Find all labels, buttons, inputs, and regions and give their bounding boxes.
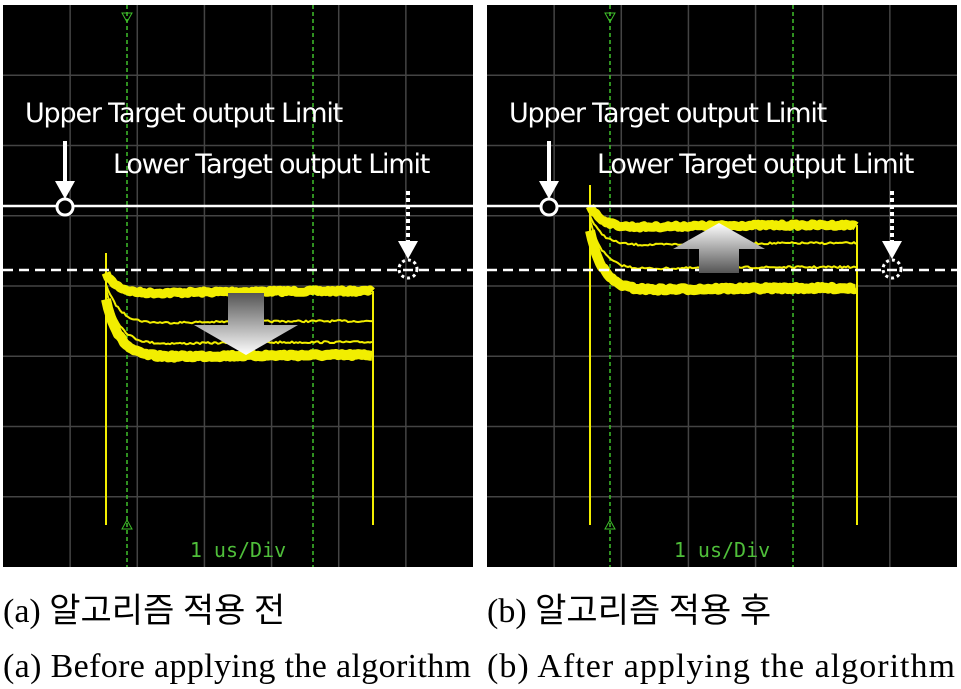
scope-panel: Upper Target output Limit Lower Target ou… bbox=[487, 5, 957, 567]
pointer-arrow-head bbox=[55, 181, 75, 199]
waveform-trace bbox=[101, 298, 375, 363]
cursor-marker bbox=[121, 518, 133, 530]
lower-limit-label: Lower Target output Limit bbox=[597, 149, 914, 180]
caption-korean: (a) 알고리즘 적용 전 bbox=[3, 593, 285, 630]
shift-arrow bbox=[194, 293, 298, 355]
upper-limit-label: Upper Target output Limit bbox=[509, 98, 827, 129]
lower-limit-label: Lower Target output Limit bbox=[113, 149, 430, 180]
cursor-marker bbox=[604, 518, 616, 530]
pointer-arrow-head bbox=[398, 241, 418, 259]
upper-limit-label: Upper Target output Limit bbox=[25, 98, 343, 129]
waveform-trace bbox=[585, 229, 859, 296]
time-scale-label: 1 us/Div bbox=[190, 538, 286, 562]
pointer-circle bbox=[55, 197, 75, 217]
pointer-arrow-head bbox=[882, 241, 902, 259]
shift-arrow bbox=[673, 223, 765, 273]
cursor-marker bbox=[604, 12, 616, 24]
waveform-trace bbox=[101, 271, 375, 299]
caption-english: (a) Before applying the algorithm bbox=[3, 648, 471, 685]
scope-panel: Upper Target output Limit Lower Target ou… bbox=[3, 5, 473, 567]
pointer-arrow-head bbox=[539, 181, 559, 199]
caption-korean: (b) 알고리즘 적용 후 bbox=[487, 593, 771, 630]
time-scale-label: 1 us/Div bbox=[674, 538, 770, 562]
cursor-marker bbox=[121, 12, 133, 24]
pointer-circle bbox=[397, 258, 419, 280]
waveform-trace bbox=[585, 203, 859, 233]
pointer-circle bbox=[881, 258, 903, 280]
caption-english: (b) After applying the algorithm bbox=[487, 648, 955, 685]
pointer-circle bbox=[539, 197, 559, 217]
